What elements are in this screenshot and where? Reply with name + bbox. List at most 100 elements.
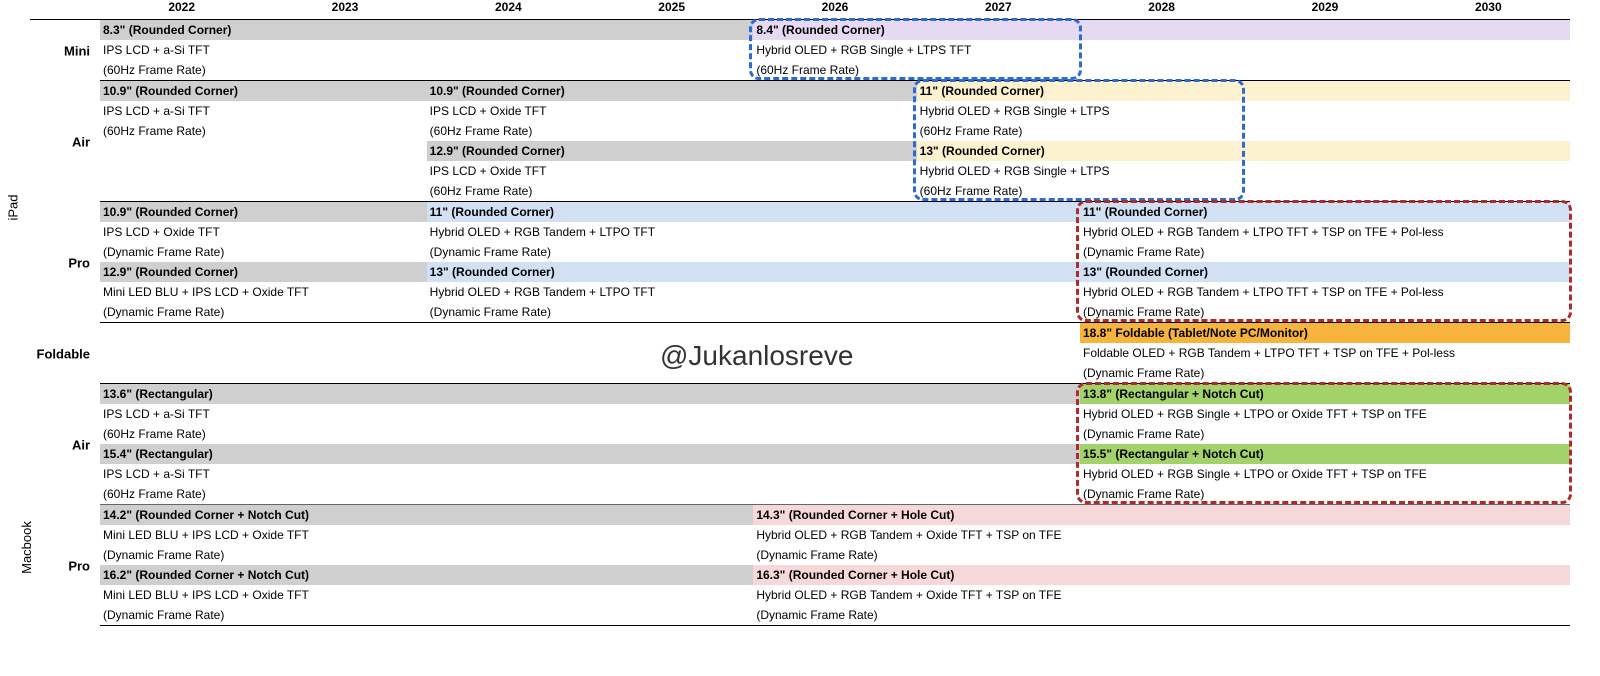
spec-heading: 11" (Rounded Corner) <box>427 202 554 222</box>
spec-detail: (60Hz Frame Rate) <box>100 60 206 80</box>
year-cell: 2028 <box>1080 0 1243 19</box>
spec-heading: 15.4" (Rectangular) <box>100 444 213 464</box>
timeline-row: Mini LED BLU + IPS LCD + Oxide TFTHybrid… <box>100 585 1570 605</box>
category-label: Pro <box>30 255 95 270</box>
spec-heading: 12.9" (Rounded Corner) <box>427 141 565 161</box>
timeline-row: 10.9" (Rounded Corner)10.9" (Rounded Cor… <box>100 81 1570 101</box>
timeline-row: 12.9" (Rounded Corner) 13" (Rounded Corne… <box>100 141 1570 161</box>
timeline-row: Mini LED BLU + IPS LCD + Oxide TFT Hybrid… <box>100 525 1570 545</box>
year-cell: 2030 <box>1407 0 1570 19</box>
spec-heading: 11" (Rounded Corner) <box>1080 202 1207 222</box>
spec-detail: (60Hz Frame Rate) <box>917 181 1023 201</box>
spec-heading: 11" (Rounded Corner) <box>917 81 1044 101</box>
spec-detail: (Dynamic Frame Rate) <box>100 302 224 322</box>
spec-detail: (Dynamic Frame Rate) <box>753 545 877 565</box>
spec-detail: Hybrid OLED + RGB Tandem + LTPO TFT <box>427 282 655 302</box>
spec-heading: 8.4" (Rounded Corner) <box>753 20 884 40</box>
spec-detail: IPS LCD + Oxide TFT <box>100 222 220 242</box>
spec-heading: 18.8" Foldable (Tablet/Note PC/Monitor) <box>1080 323 1308 343</box>
timeline-row: (60Hz Frame Rate) (60Hz Frame Rate) <box>100 60 1570 80</box>
lanes: 13.6" (Rectangular) 13.8" (Rectangular + … <box>100 384 1570 505</box>
spec-detail: IPS LCD + a-Si TFT <box>100 404 210 424</box>
spec-detail: IPS LCD + a-Si TFT <box>100 464 210 484</box>
spec-detail: (Dynamic Frame Rate) <box>100 545 224 565</box>
spec-detail: Hybrid OLED + RGB Tandem + LTPO TFT <box>427 222 655 242</box>
timeline-row: 15.4" (Rectangular)15.5" (Rectangular + … <box>100 444 1570 464</box>
spec-heading: 13" (Rounded Corner) <box>917 141 1045 161</box>
timeline-row: 16.2" (Rounded Corner + Notch Cut)16.3" … <box>100 565 1570 585</box>
spec-detail: (60Hz Frame Rate) <box>427 181 533 201</box>
timeline-row: IPS LCD + a-Si TFTHybrid OLED + RGB Sing… <box>100 464 1570 484</box>
spec-heading: 13.8" (Rectangular + Notch Cut) <box>1080 384 1264 404</box>
year-header: 202220232024202520262027202820292030 <box>30 0 1570 20</box>
category-label: Air <box>30 134 95 149</box>
roadmap-chart: iPadMacbook20222023202420252026202720282… <box>30 0 1570 626</box>
spec-heading: 14.3" (Rounded Corner + Hole Cut) <box>753 505 954 525</box>
timeline-row: IPS LCD + Oxide TFT Hybrid OLED + RGB Tan… <box>100 222 1570 242</box>
timeline-row: IPS LCD + a-Si TFTHybrid OLED + RGB Sing… <box>100 40 1570 60</box>
timeline-row: (60Hz Frame Rate) (Dynamic Frame Rate) <box>100 424 1570 444</box>
timeline-row: (Dynamic Frame Rate) (Dynamic Frame Rate)… <box>100 302 1570 322</box>
spec-heading: 13.6" (Rectangular) <box>100 384 213 404</box>
watermark-text: @Jukanlosreve <box>660 340 853 372</box>
category-group: Pro 14.2" (Rounded Corner + Notch Cut) 14.… <box>30 505 1570 626</box>
category-group: Air 13.6" (Rectangular) 13.8" (Rectangular… <box>30 384 1570 505</box>
year-cell: 2029 <box>1243 0 1406 19</box>
spec-detail: Hybrid OLED + RGB Tandem + LTPO TFT + TS… <box>1080 222 1444 242</box>
spec-detail: (Dynamic Frame Rate) <box>1080 424 1204 444</box>
spec-detail: (60Hz Frame Rate) <box>753 60 859 80</box>
spec-heading: 8.3" (Rounded Corner) <box>100 20 231 40</box>
spec-detail: (60Hz Frame Rate) <box>100 121 206 141</box>
spec-detail: Hybrid OLED + RGB Tandem + Oxide TFT + T… <box>753 585 1061 605</box>
spec-detail: IPS LCD + a-Si TFT <box>100 101 210 121</box>
year-cell: 2025 <box>590 0 753 19</box>
category-label: Air <box>30 437 95 452</box>
timeline-row: (60Hz Frame Rate) (60Hz Frame Rate) <box>100 181 1570 201</box>
timeline-row: 10.9" (Rounded Corner) 11" (Rounded Corne… <box>100 202 1570 222</box>
spec-heading: 10.9" (Rounded Corner) <box>427 81 565 101</box>
spec-detail: IPS LCD + Oxide TFT <box>427 161 547 181</box>
spec-detail: IPS LCD + a-Si TFT <box>100 40 210 60</box>
spec-heading: 14.2" (Rounded Corner + Notch Cut) <box>100 505 309 525</box>
year-cell: 2026 <box>753 0 916 19</box>
year-cell: 2027 <box>917 0 1080 19</box>
category-group: Air 10.9" (Rounded Corner)10.9" (Rounded … <box>30 81 1570 202</box>
spec-detail: (Dynamic Frame Rate) <box>427 242 551 262</box>
category-label: Pro <box>30 558 95 573</box>
lanes: 8.3" (Rounded Corner) 8.4" (Rounded Corne… <box>100 20 1570 81</box>
spec-detail: (Dynamic Frame Rate) <box>753 605 877 625</box>
timeline-row: (Dynamic Frame Rate) (Dynamic Frame Rate) <box>100 545 1570 565</box>
timeline-row: IPS LCD + a-Si TFT IPS LCD + Oxide TFT Hyb… <box>100 101 1570 121</box>
timeline-row: (Dynamic Frame Rate)(Dynamic Frame Rate) <box>100 605 1570 625</box>
spec-detail: (Dynamic Frame Rate) <box>100 242 224 262</box>
category-label: Mini <box>30 43 95 58</box>
spec-detail: IPS LCD + Oxide TFT <box>427 101 547 121</box>
spec-detail: Hybrid OLED + RGB Tandem + Oxide TFT + T… <box>753 525 1061 545</box>
spec-detail: (60Hz Frame Rate) <box>427 121 533 141</box>
timeline-bar <box>100 444 1080 464</box>
vertical-section-label: iPad <box>6 194 21 220</box>
category-group: Mini 8.3" (Rounded Corner) 8.4" (Rounded C… <box>30 20 1570 81</box>
spec-detail: Mini LED BLU + IPS LCD + Oxide TFT <box>100 282 309 302</box>
spec-detail: Hybrid OLED + RGB Single + LTPS <box>917 161 1110 181</box>
spec-detail: (Dynamic Frame Rate) <box>1080 242 1204 262</box>
category-group: Pro 10.9" (Rounded Corner) 11" (Rounded Co… <box>30 202 1570 323</box>
timeline-row: 13.6" (Rectangular) 13.8" (Rectangular + … <box>100 384 1570 404</box>
spec-detail: (Dynamic Frame Rate) <box>1080 302 1204 322</box>
spec-detail: (60Hz Frame Rate) <box>917 121 1023 141</box>
year-cell: 2024 <box>427 0 590 19</box>
spec-detail: Hybrid OLED + RGB Single + LTPS <box>917 101 1110 121</box>
spec-detail: (Dynamic Frame Rate) <box>1080 484 1204 504</box>
year-cell: 2023 <box>263 0 426 19</box>
timeline-row: (60Hz Frame Rate) (60Hz Frame Rate) (60Hz … <box>100 121 1570 141</box>
timeline-row: (60Hz Frame Rate)(Dynamic Frame Rate) <box>100 484 1570 504</box>
spec-heading: 13" (Rounded Corner) <box>1080 262 1208 282</box>
spec-detail: Mini LED BLU + IPS LCD + Oxide TFT <box>100 525 309 545</box>
spec-heading: 16.3" (Rounded Corner + Hole Cut) <box>753 565 954 585</box>
spec-detail: (Dynamic Frame Rate) <box>427 302 551 322</box>
timeline-row: IPS LCD + Oxide TFT Hybrid OLED + RGB Sin… <box>100 161 1570 181</box>
spec-detail: Hybrid OLED + RGB Single + LTPO or Oxide… <box>1080 404 1427 424</box>
spec-heading: 10.9" (Rounded Corner) <box>100 202 238 222</box>
lanes: 10.9" (Rounded Corner)10.9" (Rounded Cor… <box>100 81 1570 202</box>
spec-detail: (60Hz Frame Rate) <box>100 424 206 444</box>
